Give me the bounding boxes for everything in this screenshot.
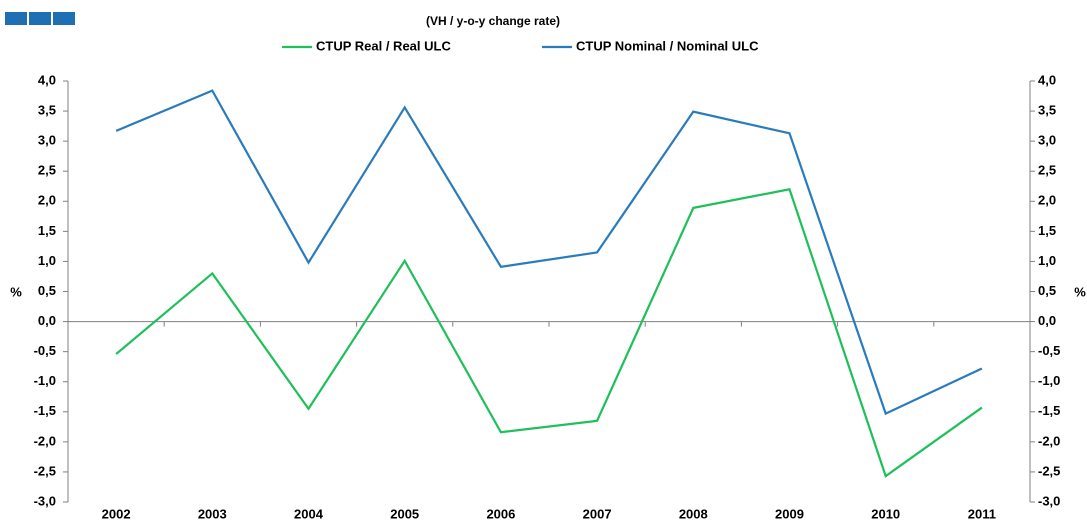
logo-block: [29, 12, 51, 25]
y2-tick-label: 1,0: [1038, 253, 1056, 268]
y-tick-label: 4,0: [38, 72, 56, 87]
y2-tick-label: 2,0: [1038, 193, 1056, 208]
y2-tick-label: 2,5: [1038, 163, 1056, 178]
y-tick-label: 2,5: [38, 163, 56, 178]
legend-label: CTUP Nominal / Nominal ULC: [576, 38, 759, 53]
y2-tick-label: 3,5: [1038, 103, 1056, 118]
y-tick-label: -1,0: [34, 373, 56, 388]
y-tick-label: -1,5: [34, 403, 56, 418]
x-tick-label: 2009: [775, 506, 804, 521]
y2-tick-label: -2,5: [1038, 463, 1060, 478]
y-tick-label: 2,0: [38, 193, 56, 208]
y2-tick-label: 0,5: [1038, 283, 1056, 298]
chart-title: (VH / y-o-y change rate): [426, 14, 560, 28]
y2-tick-label: -2,0: [1038, 433, 1060, 448]
x-tick-label: 2003: [198, 506, 227, 521]
y-tick-label: 3,5: [38, 103, 56, 118]
x-tick-label: 2010: [871, 506, 900, 521]
legend-label: CTUP Real / Real ULC: [316, 38, 451, 53]
x-tick-label: 2008: [679, 506, 708, 521]
y2-tick-label: -3,0: [1038, 493, 1060, 508]
y-tick-label: -2,5: [34, 463, 56, 478]
y2-tick-label: 0,0: [1038, 313, 1056, 328]
y-tick-label: 0,5: [38, 283, 56, 298]
series-line: [115, 187, 983, 478]
y-tick-label: -3,0: [34, 493, 56, 508]
y-tick-label: 1,0: [38, 253, 56, 268]
logo-block: [53, 12, 75, 25]
y-tick-label: 3,0: [38, 133, 56, 148]
y2-tick-label: -0,5: [1038, 343, 1060, 358]
x-tick-label: 2011: [968, 506, 996, 521]
y2-tick-label: 1,5: [1038, 223, 1056, 238]
y-axis-label: %: [10, 284, 22, 299]
x-tick-label: 2004: [294, 506, 324, 521]
y2-tick-label: 4,0: [1038, 72, 1056, 87]
logo-block: [5, 12, 27, 25]
series-line: [115, 89, 983, 416]
y2-tick-label: -1,5: [1038, 403, 1060, 418]
y-tick-label: 1,5: [38, 223, 56, 238]
y2-axis-label: %: [1074, 284, 1086, 299]
x-tick-label: 2007: [583, 506, 612, 521]
x-tick-label: 2005: [390, 506, 419, 521]
x-tick-label: 2006: [486, 506, 515, 521]
y-tick-label: -0,5: [34, 343, 56, 358]
x-tick-label: 2002: [102, 506, 131, 521]
y-tick-label: 0,0: [38, 313, 56, 328]
y-tick-label: -2,0: [34, 433, 56, 448]
y2-tick-label: -1,0: [1038, 373, 1060, 388]
y2-tick-label: 3,0: [1038, 133, 1056, 148]
